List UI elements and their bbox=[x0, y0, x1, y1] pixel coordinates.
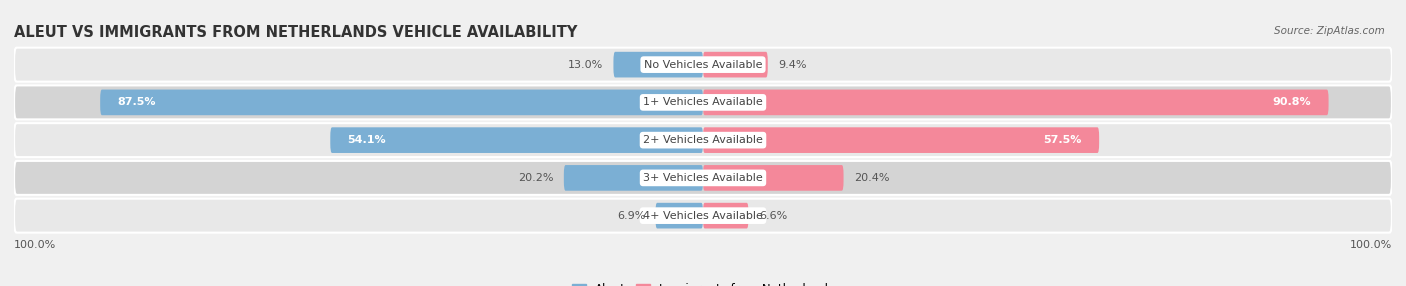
Text: 87.5%: 87.5% bbox=[117, 98, 156, 107]
FancyBboxPatch shape bbox=[14, 48, 1392, 82]
Text: 13.0%: 13.0% bbox=[568, 60, 603, 69]
Text: 4+ Vehicles Available: 4+ Vehicles Available bbox=[643, 211, 763, 221]
FancyBboxPatch shape bbox=[703, 90, 1329, 115]
Text: 3+ Vehicles Available: 3+ Vehicles Available bbox=[643, 173, 763, 183]
FancyBboxPatch shape bbox=[703, 52, 768, 78]
Text: 100.0%: 100.0% bbox=[1350, 240, 1392, 250]
FancyBboxPatch shape bbox=[613, 52, 703, 78]
Text: 20.2%: 20.2% bbox=[517, 173, 554, 183]
FancyBboxPatch shape bbox=[14, 86, 1392, 119]
FancyBboxPatch shape bbox=[330, 127, 703, 153]
Text: 6.6%: 6.6% bbox=[759, 211, 787, 221]
FancyBboxPatch shape bbox=[14, 161, 1392, 195]
Text: 20.4%: 20.4% bbox=[853, 173, 890, 183]
Text: 9.4%: 9.4% bbox=[778, 60, 807, 69]
FancyBboxPatch shape bbox=[703, 203, 748, 229]
FancyBboxPatch shape bbox=[703, 127, 1099, 153]
FancyBboxPatch shape bbox=[655, 203, 703, 229]
Text: 2+ Vehicles Available: 2+ Vehicles Available bbox=[643, 135, 763, 145]
Text: 100.0%: 100.0% bbox=[14, 240, 56, 250]
FancyBboxPatch shape bbox=[100, 90, 703, 115]
FancyBboxPatch shape bbox=[703, 165, 844, 191]
Text: 1+ Vehicles Available: 1+ Vehicles Available bbox=[643, 98, 763, 107]
Text: 54.1%: 54.1% bbox=[347, 135, 387, 145]
FancyBboxPatch shape bbox=[14, 123, 1392, 157]
Text: 90.8%: 90.8% bbox=[1272, 98, 1312, 107]
Legend: Aleut, Immigrants from Netherlands: Aleut, Immigrants from Netherlands bbox=[567, 278, 839, 286]
Text: 6.9%: 6.9% bbox=[617, 211, 645, 221]
Text: No Vehicles Available: No Vehicles Available bbox=[644, 60, 762, 69]
Text: ALEUT VS IMMIGRANTS FROM NETHERLANDS VEHICLE AVAILABILITY: ALEUT VS IMMIGRANTS FROM NETHERLANDS VEH… bbox=[14, 25, 578, 40]
FancyBboxPatch shape bbox=[14, 199, 1392, 233]
FancyBboxPatch shape bbox=[564, 165, 703, 191]
Text: 57.5%: 57.5% bbox=[1043, 135, 1083, 145]
Text: Source: ZipAtlas.com: Source: ZipAtlas.com bbox=[1274, 26, 1385, 36]
